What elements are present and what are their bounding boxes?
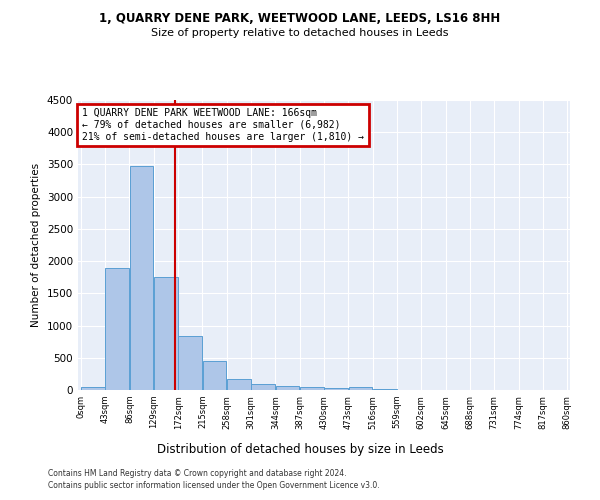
- Bar: [130, 166, 154, 390]
- Text: Distribution of detached houses by size in Leeds: Distribution of detached houses by size …: [157, 442, 443, 456]
- Text: Contains public sector information licensed under the Open Government Licence v3: Contains public sector information licen…: [48, 481, 380, 490]
- Bar: [251, 384, 275, 390]
- Y-axis label: Number of detached properties: Number of detached properties: [31, 163, 41, 327]
- Bar: [178, 336, 202, 390]
- Bar: [227, 380, 251, 390]
- Bar: [324, 388, 348, 390]
- Bar: [300, 388, 324, 390]
- Text: 1, QUARRY DENE PARK, WEETWOOD LANE, LEEDS, LS16 8HH: 1, QUARRY DENE PARK, WEETWOOD LANE, LEED…: [100, 12, 500, 26]
- Bar: [203, 361, 226, 390]
- Text: Contains HM Land Registry data © Crown copyright and database right 2024.: Contains HM Land Registry data © Crown c…: [48, 468, 347, 477]
- Bar: [275, 386, 299, 390]
- Bar: [154, 277, 178, 390]
- Text: 1 QUARRY DENE PARK WEETWOOD LANE: 166sqm
← 79% of detached houses are smaller (6: 1 QUARRY DENE PARK WEETWOOD LANE: 166sqm…: [82, 108, 364, 142]
- Text: Size of property relative to detached houses in Leeds: Size of property relative to detached ho…: [151, 28, 449, 38]
- Bar: [349, 388, 373, 390]
- Bar: [81, 387, 105, 390]
- Bar: [106, 268, 129, 390]
